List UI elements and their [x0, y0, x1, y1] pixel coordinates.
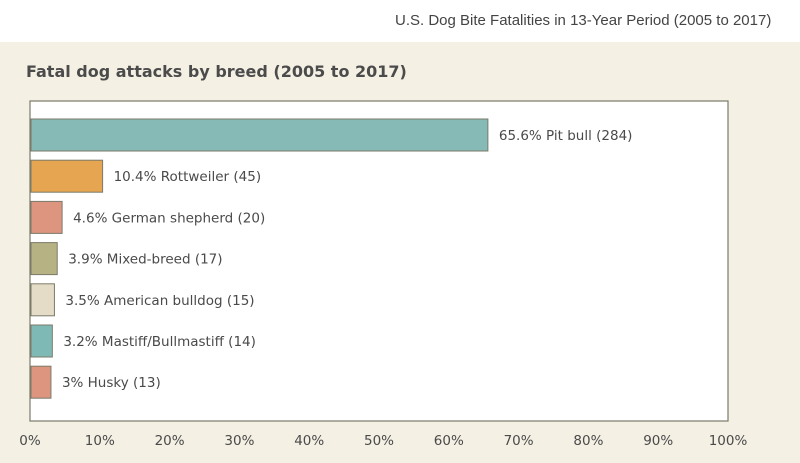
- bar-label: 4.6% German shepherd (20): [73, 210, 265, 226]
- x-axis-ticks: 0% 10% 20% 30% 40% 50% 60% 70% 80% 90% 100%: [19, 433, 747, 449]
- bar-german-shepherd: [30, 200, 63, 234]
- x-tick-label: 100%: [709, 433, 748, 449]
- bar-label: 10.4% Rottweiler (45): [114, 169, 262, 185]
- bar-mixed-breed: [30, 242, 58, 276]
- x-tick-label: 80%: [573, 433, 603, 449]
- bar-mastiff-bullmastiff: [30, 324, 53, 358]
- bar-rottweiler: [30, 159, 104, 193]
- x-tick-label: 70%: [504, 433, 534, 449]
- bar-label: 3% Husky (13): [62, 375, 161, 391]
- x-tick-label: 50%: [364, 433, 394, 449]
- page-header-title: U.S. Dog Bite Fatalities in 13-Year Peri…: [395, 12, 772, 29]
- bar-pit-bull: [30, 118, 489, 152]
- bar-labels-group: 65.6% Pit bull (284) 10.4% Rottweiler (45…: [62, 128, 633, 391]
- bar-husky: [30, 365, 52, 399]
- x-tick-label: 20%: [155, 433, 185, 449]
- bar-label: 3.5% American bulldog (15): [65, 293, 254, 309]
- bars-group: [30, 118, 489, 399]
- bar-label: 65.6% Pit bull (284): [499, 128, 633, 144]
- x-tick-label: 90%: [643, 433, 673, 449]
- plot-area: [29, 100, 729, 422]
- bar-label: 3.2% Mastiff/Bullmastiff (14): [63, 334, 256, 350]
- bar-label: 3.9% Mixed-breed (17): [68, 252, 222, 268]
- bar-american-bulldog: [30, 283, 55, 317]
- x-tick-label: 0%: [19, 433, 41, 449]
- chart-title: Fatal dog attacks by breed (2005 to 2017…: [26, 62, 407, 81]
- x-tick-label: 30%: [224, 433, 254, 449]
- x-tick-label: 10%: [85, 433, 115, 449]
- x-tick-label: 40%: [294, 433, 324, 449]
- x-tick-label: 60%: [434, 433, 464, 449]
